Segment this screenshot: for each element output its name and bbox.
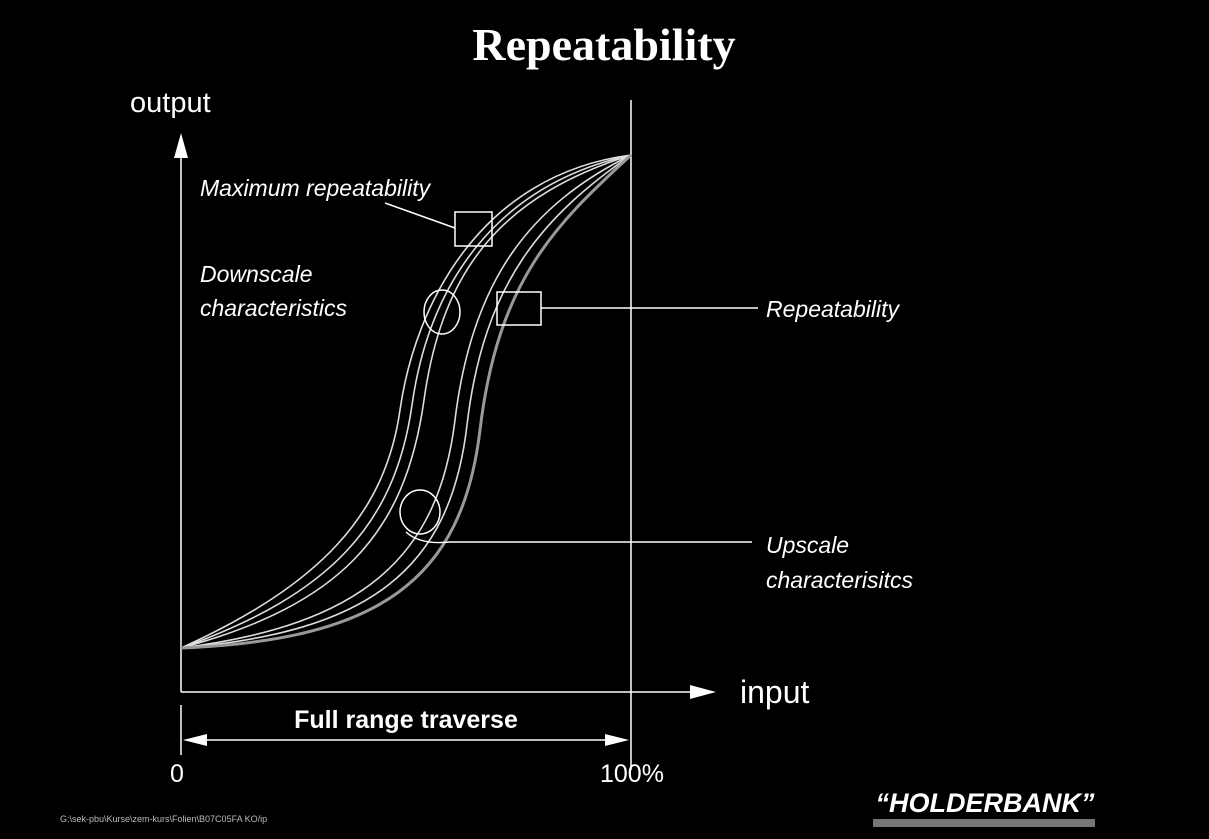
x-end-label: 100% [600,760,664,788]
repeatability-label: Repeatability [766,296,900,322]
x-axis-label: input [740,674,810,710]
upscale-label: Upscale [766,532,849,558]
max-repeatability-label: Maximum repeatability [200,175,432,201]
upscale-label: characterisitcs [766,567,913,593]
axes [174,100,716,770]
callout-lines [384,202,758,544]
downscale-label: Downscale [200,261,313,287]
curves [180,153,633,650]
y-axis-label: output [130,87,211,119]
downscale-label: characteristics [200,295,347,321]
footer-path: G:\sek-pbu\Kurse\zem-kurs\Folien\B07C05F… [60,814,267,824]
title: Repeatability [472,19,735,70]
x-start-label: 0 [170,760,184,788]
logo-stripe [873,819,1095,827]
range-label: Full range traverse [294,706,518,734]
logo: “HOLDERBANK” [876,788,1095,818]
